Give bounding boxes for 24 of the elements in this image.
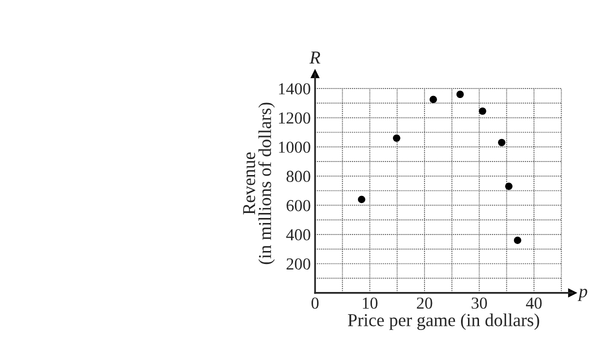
y-tick-label: 1000 [279,142,310,153]
y-tick-label: 1400 [279,83,310,94]
point [498,138,506,146]
point [505,182,512,190]
point [478,107,486,115]
point [430,96,437,104]
y-tick-label: 800 [286,170,310,182]
point [358,196,366,204]
x-tick-label: 0 [312,298,319,309]
y-axis-title: Revenue (in millions of dollars) [243,102,275,264]
y-tick-label: 400 [286,229,310,240]
text: p [578,288,588,302]
text: R [309,52,320,64]
point [514,236,522,244]
y-tick-label: 600 [286,200,310,212]
x-tick-label: 30 [472,298,487,309]
y-tick-label: 200 [286,258,310,270]
x-tick-label: 10 [362,298,378,309]
point [392,134,400,142]
point [456,90,464,98]
x-tick-label: 20 [416,298,432,309]
y-tick-label: 1200 [279,112,310,124]
x-tick-label: 40 [526,298,542,309]
x-axis-title: Price per game (in dollars) [348,314,540,330]
